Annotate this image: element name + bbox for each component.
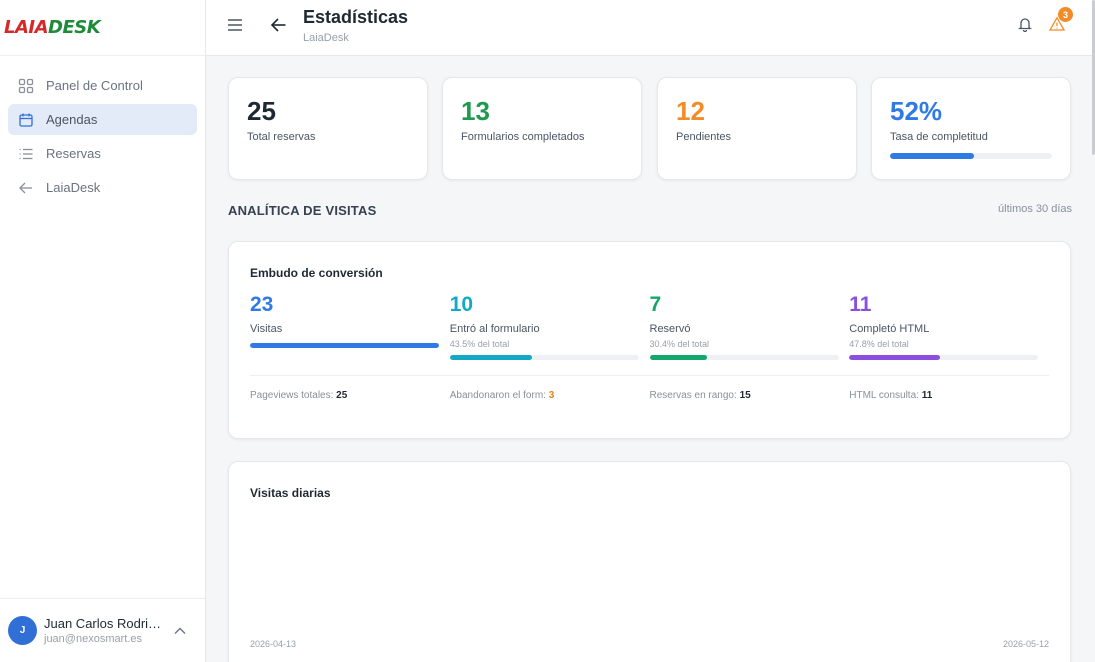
sidebar: LAIADESK Panel de Control Agendas Reserv… (0, 0, 206, 662)
sidebar-item-agendas[interactable]: Agendas (8, 104, 197, 135)
sidebar-item-reservas[interactable]: Reservas (8, 138, 197, 169)
stat-label: Tasa de completitud (890, 131, 1052, 143)
top-bar: Estadísticas LaiaDesk 3 (206, 0, 1095, 56)
grid-icon (18, 78, 34, 94)
stat-label: Formularios completados (461, 131, 623, 143)
arrow-left-icon (270, 17, 287, 33)
chart-start-date: 2026-04-13 (250, 639, 296, 649)
funnel-bar-fill (450, 355, 532, 360)
funnel-bar-fill (650, 355, 707, 360)
avatar: J (8, 616, 37, 645)
notifications-button[interactable] (1015, 14, 1035, 34)
chevron-up-icon[interactable] (172, 623, 188, 639)
sidebar-item-label: Panel de Control (46, 78, 143, 93)
stat-value: 12 (676, 96, 838, 126)
funnel-step-visitas: 23 Visitas (250, 293, 450, 360)
stat-card-pendientes: 12 Pendientes (657, 77, 857, 180)
funnel-label: Completó HTML (849, 323, 1049, 335)
funnel-bar (450, 355, 639, 360)
total-html-consulta: HTML consulta: 11 (849, 390, 1049, 401)
warning-count-badge: 3 (1058, 7, 1073, 22)
funnel-value: 10 (450, 293, 650, 317)
funnel-percent: 43.5% del total (450, 339, 650, 350)
calendar-icon (18, 112, 34, 128)
bell-icon (1017, 16, 1033, 32)
back-button[interactable] (268, 15, 288, 35)
card-title: Embudo de conversión (250, 266, 1049, 280)
funnel-totals: Pageviews totales: 25 Abandonaron el for… (250, 390, 1049, 401)
chart-end-date: 2026-05-12 (1003, 639, 1049, 649)
stat-value: 52% (890, 96, 1052, 126)
funnel-bar-fill (849, 355, 939, 360)
funnel-bar (849, 355, 1038, 360)
funnel-step-formulario: 10 Entró al formulario 43.5% del total (450, 293, 650, 360)
funnel-label: Reservó (650, 323, 850, 335)
page-title: Estadísticas (303, 7, 408, 28)
divider (250, 375, 1049, 376)
page-subtitle: LaiaDesk (303, 32, 349, 44)
hamburger-icon (227, 18, 243, 32)
user-profile[interactable]: J Juan Carlos Rodrig... juan@nexosmart.e… (0, 598, 205, 662)
sidebar-item-laiadesk[interactable]: LaiaDesk (8, 172, 197, 203)
menu-button[interactable] (226, 16, 244, 34)
total-abandonaron: Abandonaron el form: 3 (450, 390, 650, 401)
section-title: ANALÍTICA DE VISITAS (228, 203, 376, 218)
arrow-left-icon (18, 180, 34, 196)
funnel-percent: 30.4% del total (650, 339, 850, 350)
stat-label: Pendientes (676, 131, 838, 143)
progress-fill (890, 153, 974, 159)
total-pageviews: Pageviews totales: 25 (250, 390, 450, 401)
funnel-step-completo-html: 11 Completó HTML 47.8% del total (849, 293, 1049, 360)
funnel-label: Entró al formulario (450, 323, 650, 335)
user-name: Juan Carlos Rodrig... (44, 616, 164, 631)
funnel-value: 7 (650, 293, 850, 317)
funnel-bar-fill (250, 343, 439, 348)
user-email: juan@nexosmart.es (44, 633, 164, 645)
daily-visits-card: Visitas diarias 2026-04-13 2026-05-12 (228, 461, 1071, 662)
funnel-label: Visitas (250, 323, 450, 335)
logo-area: LAIADESK (0, 0, 205, 56)
funnel-bar (650, 355, 839, 360)
funnel-bar (250, 343, 439, 348)
stat-card-formularios: 13 Formularios completados (442, 77, 642, 180)
funnel-value: 23 (250, 293, 450, 317)
sidebar-item-label: Reservas (46, 146, 101, 161)
list-icon (18, 146, 34, 162)
funnel-percent: 47.8% del total (849, 339, 1049, 350)
funnel-step-reservo: 7 Reservó 30.4% del total (650, 293, 850, 360)
conversion-funnel-card: Embudo de conversión 23 Visitas 10 Entró… (228, 241, 1071, 439)
sidebar-item-label: LaiaDesk (46, 180, 100, 195)
stat-label: Total reservas (247, 131, 409, 143)
sidebar-item-label: Agendas (46, 112, 97, 127)
total-reservas-rango: Reservas en rango: 15 (650, 390, 850, 401)
stat-value: 25 (247, 96, 409, 126)
app-logo[interactable]: LAIADESK (4, 17, 100, 38)
funnel-value: 11 (849, 293, 1049, 317)
stat-card-total-reservas: 25 Total reservas (228, 77, 428, 180)
stat-card-tasa: 52% Tasa de completitud (871, 77, 1071, 180)
card-title: Visitas diarias (250, 486, 1049, 500)
sidebar-nav: Panel de Control Agendas Reservas LaiaDe… (0, 56, 205, 203)
completion-progress-bar (890, 153, 1052, 159)
stat-value: 13 (461, 96, 623, 126)
sidebar-item-panel-de-control[interactable]: Panel de Control (8, 70, 197, 101)
date-range-label: últimos 30 días (970, 203, 1072, 215)
